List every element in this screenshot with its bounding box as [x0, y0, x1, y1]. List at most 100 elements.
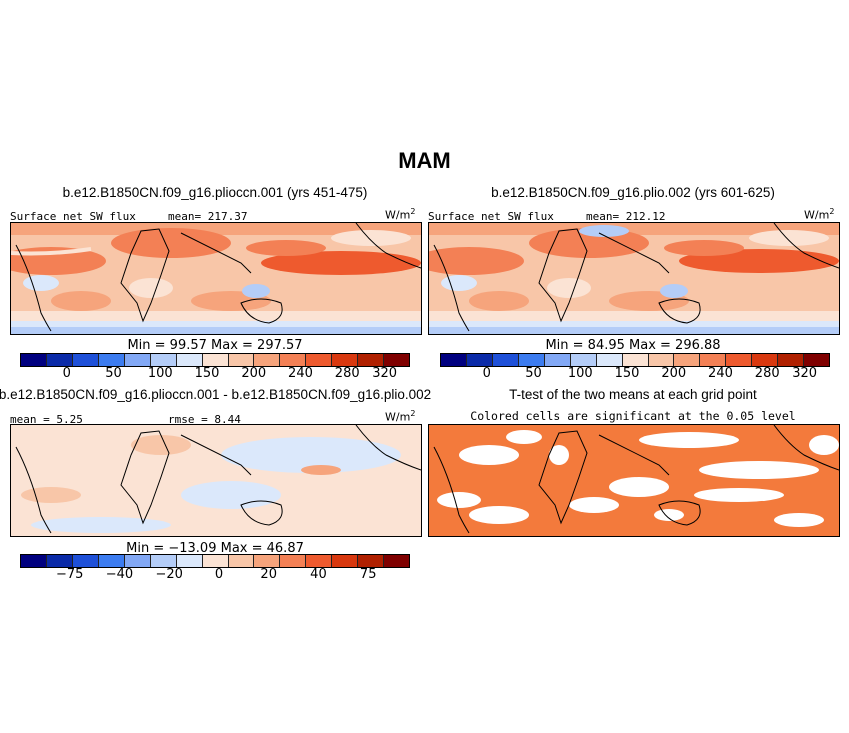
- colorbar-tick-label: 75: [359, 567, 377, 582]
- colorbar-swatch: [441, 354, 467, 366]
- panel4-map: [428, 424, 840, 537]
- colorbar-swatch: [518, 354, 545, 366]
- colorbar-swatch: [254, 555, 281, 567]
- colorbar-tick-label: 40: [310, 567, 327, 582]
- panel2-mean-label: mean= 212.12: [586, 210, 666, 223]
- colorbar-swatch: [306, 555, 333, 567]
- colorbar-tick-label: 100: [567, 366, 593, 381]
- colorbar-tick-label: −20: [155, 567, 183, 582]
- colorbar-swatch: [46, 555, 73, 567]
- colorbar-swatch: [150, 354, 177, 366]
- colorbar-swatch: [700, 354, 727, 366]
- colorbar-swatch: [596, 354, 623, 366]
- colorbar-swatch: [124, 354, 151, 366]
- colorbar-tick-label: −75: [56, 567, 84, 582]
- colorbar-tick-label: 150: [614, 366, 640, 381]
- panel1-map-field: [11, 223, 421, 334]
- panel2-minmax: Min = 84.95 Max = 296.88: [545, 338, 721, 353]
- panel4-title: T-test of the two means at each grid poi…: [509, 387, 757, 402]
- colorbar-swatch: [150, 555, 177, 567]
- colorbar-swatch: [332, 555, 359, 567]
- panel3-map: [10, 424, 422, 537]
- colorbar-tick-label: 0: [62, 366, 71, 381]
- colorbar-tick-label: 0: [214, 567, 224, 582]
- colorbar-swatch: [544, 354, 571, 366]
- colorbar-swatch: [358, 354, 385, 366]
- panel1-units: W/m2: [385, 207, 416, 222]
- colorbar-swatch: [570, 354, 597, 366]
- colorbar-swatch: [202, 555, 229, 567]
- panel2-title: b.e12.B1850CN.f09_g16.plio.002 (yrs 601-…: [491, 185, 775, 200]
- panel1-colorbar-ticks: 0 50 100 150 200 240 280 320: [20, 366, 408, 384]
- colorbar-swatch: [228, 555, 255, 567]
- colorbar-swatch: [124, 555, 151, 567]
- panel3-colorbar-ticks: −75 −40 −20 0 20 40 75: [20, 567, 408, 585]
- colorbar-swatch: [384, 354, 410, 366]
- colorbar-tick-label: 280: [754, 366, 780, 381]
- colorbar-swatch: [228, 354, 255, 366]
- colorbar-swatch: [21, 555, 47, 567]
- colorbar-tick-label: 280: [334, 366, 360, 381]
- colorbar-swatch: [21, 354, 47, 366]
- panel2-units: W/m2: [804, 207, 835, 222]
- colorbar-tick-label: 320: [792, 366, 818, 381]
- panel3-units: W/m2: [385, 409, 416, 424]
- panel1-minmax: Min = 99.57 Max = 297.57: [127, 338, 303, 353]
- panel3-minmax: Min = −13.09 Max = 46.87: [126, 541, 304, 556]
- colorbar-swatch: [306, 354, 333, 366]
- colorbar-swatch: [622, 354, 649, 366]
- panel3-rmse-label: rmse = 8.44: [168, 413, 241, 426]
- colorbar-swatch: [674, 354, 701, 366]
- panel2-colorbar: [440, 353, 830, 367]
- colorbar-swatch: [254, 354, 281, 366]
- colorbar-swatch: [804, 354, 830, 366]
- colorbar-tick-label: 200: [241, 366, 267, 381]
- colorbar-swatch: [778, 354, 805, 366]
- colorbar-swatch: [176, 555, 203, 567]
- colorbar-tick-label: 50: [105, 366, 122, 381]
- colorbar-tick-label: 150: [194, 366, 220, 381]
- colorbar-swatch: [726, 354, 753, 366]
- colorbar-swatch: [202, 354, 229, 366]
- colorbar-tick-label: 20: [260, 567, 277, 582]
- colorbar-tick-label: 320: [372, 366, 398, 381]
- colorbar-swatch: [176, 354, 203, 366]
- colorbar-swatch: [384, 555, 410, 567]
- colorbar-swatch: [46, 354, 73, 366]
- colorbar-swatch: [358, 555, 385, 567]
- panel3-title: b.e12.B1850CN.f09_g16.plioccn.001 - b.e1…: [0, 387, 432, 402]
- colorbar-swatch: [98, 555, 125, 567]
- colorbar-swatch: [98, 354, 125, 366]
- colorbar-tick-label: 240: [708, 366, 733, 381]
- figure-title: MAM: [398, 148, 451, 173]
- panel1-mean-label: mean= 217.37: [168, 210, 248, 223]
- colorbar-swatch: [466, 354, 493, 366]
- panel1-map: [10, 222, 422, 335]
- colorbar-swatch: [72, 354, 99, 366]
- colorbar-swatch: [280, 555, 307, 567]
- panel3-colorbar: [20, 554, 410, 568]
- colorbar-swatch: [648, 354, 675, 366]
- panel2-colorbar-ticks: 0 50 100 150 200 240 280 320: [440, 366, 828, 384]
- panel1-variable-label: Surface net SW flux: [10, 210, 136, 223]
- panel3-mean-label: mean = 5.25: [10, 413, 83, 426]
- colorbar-swatch: [752, 354, 779, 366]
- colorbar-tick-label: 50: [525, 366, 542, 381]
- panel2-map-field: [429, 223, 839, 334]
- panel2-map: [428, 222, 840, 335]
- colorbar-swatch: [280, 354, 307, 366]
- colorbar-swatch: [492, 354, 519, 366]
- panel4-subtitle: Colored cells are significant at the 0.0…: [470, 409, 796, 423]
- colorbar-tick-label: 0: [482, 366, 491, 381]
- panel1-title: b.e12.B1850CN.f09_g16.plioccn.001 (yrs 4…: [62, 185, 368, 200]
- colorbar-tick-label: 100: [147, 366, 173, 381]
- colorbar-tick-label: 200: [661, 366, 687, 381]
- colorbar-tick-label: 240: [288, 366, 313, 381]
- panel3-map-field: [11, 425, 421, 536]
- panel4-map-field: [429, 425, 839, 536]
- colorbar-swatch: [332, 354, 359, 366]
- panel2-variable-label: Surface net SW flux: [428, 210, 554, 223]
- colorbar-tick-label: −40: [105, 567, 134, 582]
- colorbar-swatch: [72, 555, 99, 567]
- panel1-colorbar: [20, 353, 410, 367]
